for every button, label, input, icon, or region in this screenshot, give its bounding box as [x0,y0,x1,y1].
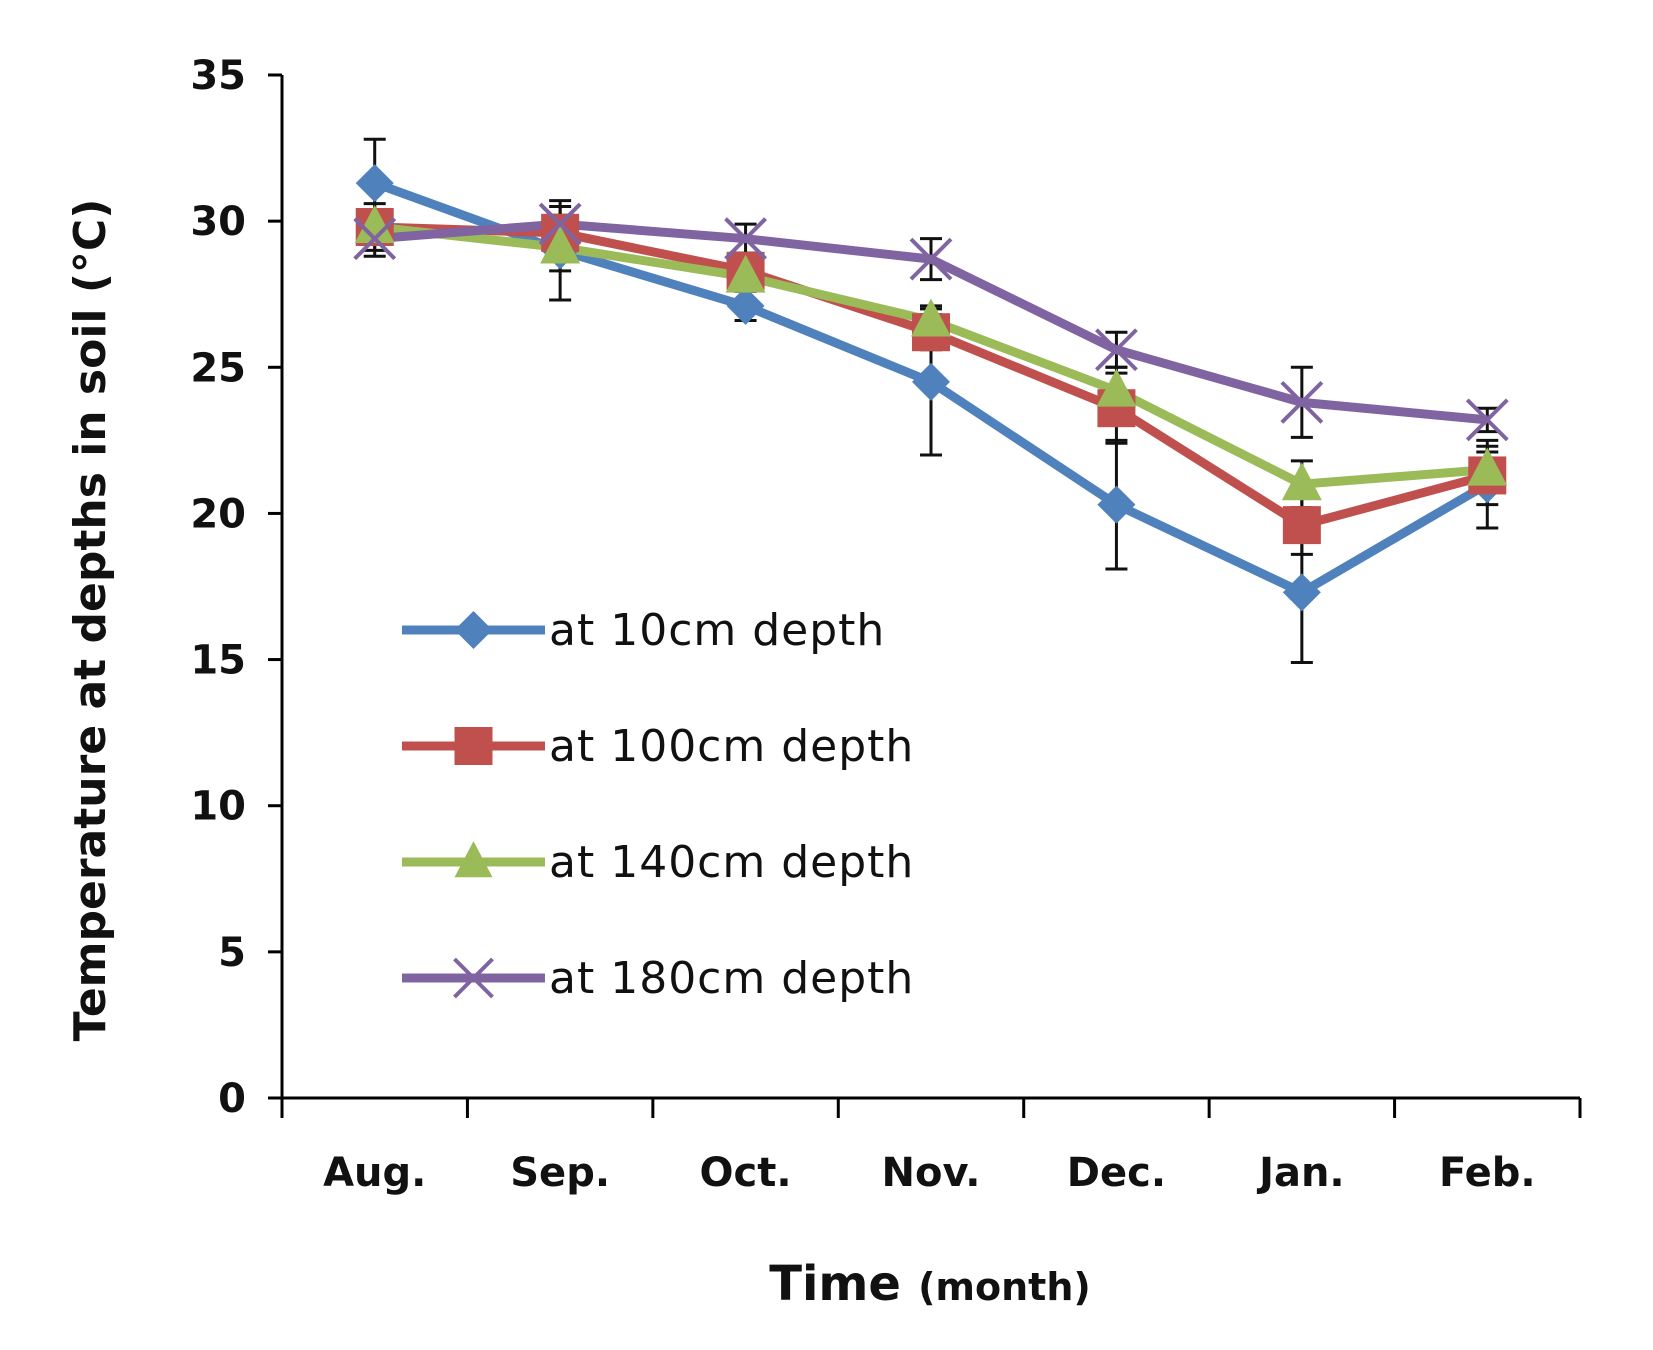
legend-label: at 180cm depth [549,953,914,1004]
data-point-at-140cm-depth [1281,462,1322,501]
legend-swatch-marker [454,611,493,649]
data-point-at-140cm-depth [911,298,951,337]
data-point-at-140cm-depth [540,225,581,264]
legend-label: at 100cm depth [549,721,914,772]
data-point-at-180cm-depth [1095,328,1138,372]
y-axis-label: Temperature at depths in soil (°C) [65,199,116,1042]
x-axis-label-sub: (month) [918,1265,1091,1309]
y-tick-label: 5 [218,930,246,976]
x-tick-label: Dec. [1067,1150,1166,1196]
series-markers [353,164,1509,612]
data-point-at-140cm-depth [1096,368,1137,407]
chart-axes [280,75,1580,1100]
data-point-at-180cm-depth [1465,398,1509,442]
y-tick-label: 25 [190,345,246,391]
legend-swatch-marker [453,957,494,999]
y-tick-label: 15 [190,638,246,684]
data-point-at-10cm-depth [1097,485,1136,524]
legend-item-at-10cm-depth: at 10cm depth [402,605,885,656]
x-tick-label: Jan. [1256,1150,1345,1196]
data-point-at-100cm-depth [1282,506,1321,545]
legend-item-at-100cm-depth: at 100cm depth [402,721,914,772]
data-point-at-10cm-depth [355,164,394,203]
data-point-at-180cm-depth [353,217,397,261]
x-tick-label: Nov. [882,1150,981,1196]
data-point-at-180cm-depth [724,217,767,261]
x-axis-label-main: Time [769,1256,901,1312]
data-point-at-140cm-depth [354,204,395,243]
y-tick-label: 20 [190,491,246,537]
y-tick-label: 0 [218,1076,246,1122]
data-point-at-140cm-depth [725,254,766,293]
x-tick-label: Feb. [1439,1150,1536,1196]
data-point-at-10cm-depth [726,286,765,325]
y-tick-label: 35 [190,53,246,99]
x-tick-label: Sep. [510,1150,610,1196]
x-tick-label: Oct. [700,1150,792,1196]
data-point-at-180cm-depth [1280,380,1324,424]
x-axis-ticks: Aug. Sep. Oct. Nov. Dec. Jan. Feb. [280,1098,1582,1196]
legend-swatch-marker [454,841,493,878]
data-point-at-140cm-depth [1467,447,1508,486]
legend-label: at 10cm depth [549,605,885,656]
data-point-at-180cm-depth [909,237,953,281]
data-point-at-10cm-depth [912,362,950,401]
legend-swatch-marker [454,727,493,765]
data-point-at-10cm-depth [1282,573,1321,612]
legend: at 10cm depth at 100cm depth at 140cm dept… [402,605,914,1004]
y-tick-label: 10 [190,784,246,830]
legend-item-at-140cm-depth: at 140cm depth [402,837,914,888]
x-tick-label: Aug. [323,1150,426,1196]
legend-label: at 140cm depth [549,837,914,888]
legend-item-at-180cm-depth: at 180cm depth [402,953,914,1004]
y-axis-ticks: 0 5 10 15 20 25 30 35 [190,53,282,1122]
x-axis-label: Time (month) [769,1256,1091,1312]
y-tick-label: 30 [190,199,246,245]
data-point-at-180cm-depth [538,202,582,246]
